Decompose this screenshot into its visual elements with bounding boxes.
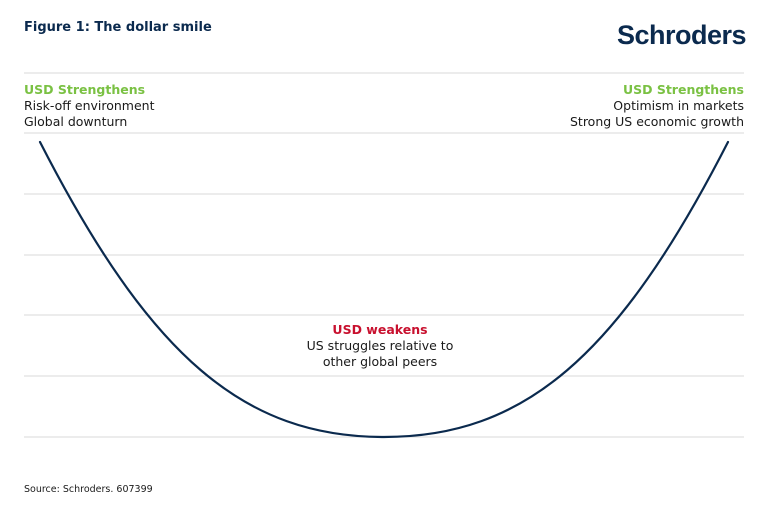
right-annotation: USD Strengthens Optimism in markets Stro… bbox=[570, 82, 744, 130]
right-annotation-line-1: Optimism in markets bbox=[613, 98, 744, 113]
source-note: Source: Schroders. 607399 bbox=[24, 484, 153, 495]
left-annotation: USD Strengthens Risk-off environment Glo… bbox=[24, 82, 155, 130]
schroders-logo: Schroders bbox=[616, 20, 747, 50]
center-annotation: USD weakens US struggles relative to oth… bbox=[270, 322, 490, 370]
left-annotation-line-2: Global downturn bbox=[24, 114, 128, 129]
right-annotation-heading: USD Strengthens bbox=[622, 82, 744, 97]
center-annotation-heading: USD weakens bbox=[332, 322, 428, 337]
left-annotation-line-1: Risk-off environment bbox=[24, 98, 155, 113]
left-annotation-heading: USD Strengthens bbox=[24, 82, 146, 97]
center-annotation-line-1: US struggles relative to bbox=[306, 338, 454, 353]
dollar-smile-curve bbox=[38, 140, 730, 439]
figure-title: Figure 1: The dollar smile bbox=[24, 20, 212, 35]
right-annotation-line-2: Strong US economic growth bbox=[569, 114, 744, 129]
center-annotation-line-2: other global peers bbox=[322, 354, 438, 369]
